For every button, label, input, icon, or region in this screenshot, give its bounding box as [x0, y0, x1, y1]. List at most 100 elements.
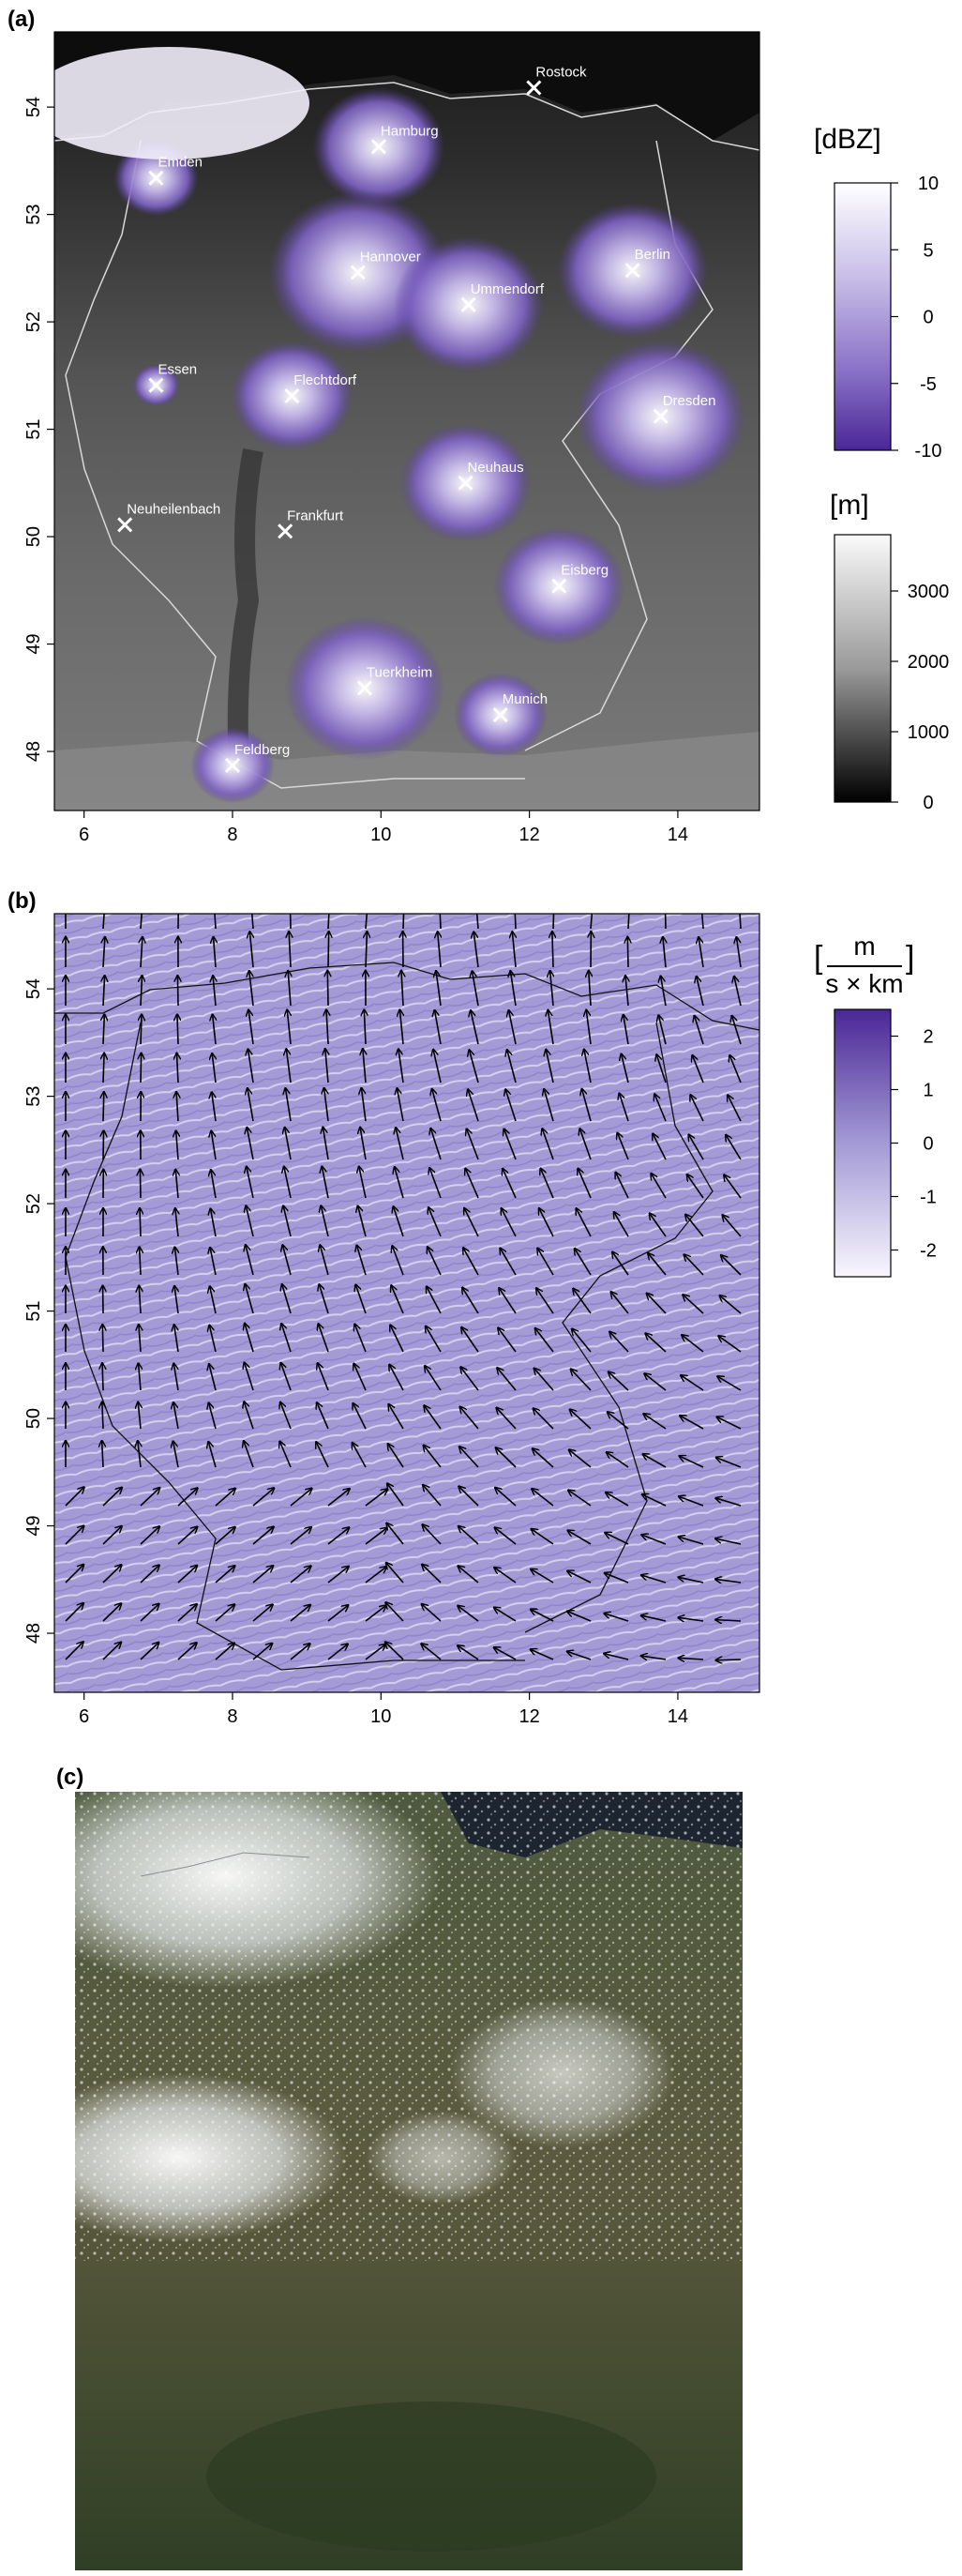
- wind-arrow-icon: [328, 932, 329, 967]
- station-label: Eisberg: [561, 563, 609, 579]
- wind-arrow-icon: [103, 1131, 104, 1159]
- satellite-image: [9, 1764, 743, 2570]
- wind-arrow-icon: [552, 932, 553, 967]
- legend-elevation-title: [m]: [830, 490, 869, 521]
- station-label: Neuheilenbach: [127, 501, 220, 517]
- station-label: Neuhaus: [468, 460, 524, 476]
- panel-a: (a) Rostock Emden Hamburg Hannover Ummendorf…: [0, 0, 962, 882]
- legend-divergence-close-bracket: ]: [906, 940, 914, 976]
- wind-arrow-icon: [103, 1053, 104, 1083]
- wind-arrow-icon: [177, 1015, 178, 1044]
- station-label: Essen: [158, 362, 197, 378]
- panel-a-svg: (a) Rostock Emden Hamburg Hannover Ummendorf…: [0, 0, 962, 882]
- legend-divergence-tick-label: 0: [923, 1134, 933, 1155]
- legend-divergence-denominator: s × km: [825, 969, 903, 998]
- wind-arrow-icon: [102, 1364, 103, 1390]
- panel-b-x-tick-label: 10: [370, 1706, 391, 1727]
- legend-elevation-ticks: 3000 2000 1000 0: [891, 582, 949, 813]
- panel-b-x-tick-label: 6: [79, 1706, 89, 1727]
- panel-b-y-tick-label: 50: [23, 1408, 44, 1429]
- panel-b-y-tick-label: 53: [23, 1085, 44, 1106]
- wind-arrow-icon: [102, 1325, 103, 1352]
- satellite-cloud-center: [366, 2111, 516, 2205]
- wind-arrow-icon: [327, 971, 328, 1006]
- legend-dbz-title: [dBZ]: [814, 124, 881, 155]
- station-label: Ummendorf: [471, 281, 545, 297]
- station-label: Frankfurt: [287, 508, 344, 523]
- panel-b-y-tick-label: 54: [23, 978, 44, 999]
- wind-arrow-icon: [177, 977, 178, 1006]
- panel-b-x-tick-label: 8: [227, 1706, 237, 1727]
- panel-a-y-tick-label: 54: [23, 97, 44, 117]
- panel-b-x-tick-label: 14: [668, 1706, 688, 1727]
- legend-dbz-tick-label: -10: [915, 441, 942, 462]
- panel-b-y-tick-label: 51: [23, 1300, 44, 1321]
- legend-divergence-bar: [834, 1009, 891, 1277]
- wind-arrow-icon: [141, 1015, 142, 1044]
- panel-a-y-tick-label: 51: [23, 418, 44, 439]
- panel-a-y-tick-label: 50: [23, 526, 44, 547]
- panel-a-x-tick-label: 10: [370, 825, 391, 845]
- panel-a-y-tick-label: 53: [23, 204, 44, 224]
- panel-a-x-tick-label: 14: [668, 825, 688, 845]
- panel-a-x-tick-label: 8: [227, 825, 237, 845]
- satellite-cloud-west: [9, 2073, 347, 2242]
- legend-dbz-bar: [834, 183, 891, 450]
- panel-a-label: (a): [8, 7, 35, 32]
- wind-arrow-icon: [716, 1659, 741, 1660]
- station-label: Dresden: [663, 393, 716, 409]
- panel-a-map: Rostock Emden Hamburg Hannover Ummendorf Berl…: [28, 32, 759, 811]
- legend-divergence-tick-label: -2: [920, 1241, 937, 1262]
- panel-a-x-tick-label: 6: [79, 825, 89, 845]
- legend-elevation-tick-label: 0: [923, 793, 933, 813]
- radar-echo-northwest: [28, 47, 309, 159]
- panel-a-y-tick-label: 49: [23, 633, 44, 654]
- wind-arrow-icon: [290, 893, 291, 929]
- station-label: Tuerkheim: [367, 664, 432, 680]
- legend-divergence-tick-label: 1: [923, 1081, 933, 1101]
- legend-elevation-bar: [834, 535, 891, 802]
- station-label: Rostock: [535, 65, 587, 81]
- panel-b-y-tick-label: 48: [23, 1623, 44, 1644]
- station-label: Emden: [158, 155, 203, 171]
- station-label: Hannover: [360, 249, 421, 265]
- panel-a-y-tick-label: 48: [23, 741, 44, 762]
- panel-b-x-tick-label: 12: [519, 1706, 539, 1727]
- legend-dbz-tick-label: 10: [918, 174, 939, 194]
- legend-dbz-tick-label: 0: [923, 308, 933, 328]
- panel-b-label: (b): [8, 888, 37, 914]
- wind-arrow-icon: [140, 1209, 141, 1236]
- legend-elevation-tick-label: 2000: [908, 652, 950, 673]
- station-label: Berlin: [635, 247, 670, 263]
- panel-b-y-tick-label: 49: [23, 1515, 44, 1536]
- panel-c: (c): [0, 1764, 962, 2571]
- panel-a-y-tick-label: 52: [23, 311, 44, 332]
- legend-divergence-numerator: m: [853, 932, 875, 961]
- panel-b-map: [54, 893, 759, 1692]
- wind-arrow-icon: [140, 1170, 141, 1198]
- station-label: Hamburg: [381, 123, 439, 139]
- wind-arrow-icon: [627, 937, 628, 967]
- legend-divergence-open-bracket: [: [814, 940, 823, 976]
- panel-a-x-tick-label: 12: [519, 825, 539, 845]
- legend-divergence-tick-label: 2: [923, 1027, 933, 1048]
- station-label: Feldberg: [234, 742, 290, 758]
- legend-dbz-tick-label: -5: [920, 374, 937, 395]
- wind-arrow-icon: [102, 1402, 103, 1429]
- legend-elevation-tick-label: 1000: [908, 722, 950, 743]
- panel-c-label: (c): [56, 1765, 83, 1790]
- legend-elevation-tick-label: 3000: [908, 582, 950, 602]
- satellite-alps-forest: [206, 2402, 656, 2552]
- wind-arrow-icon: [141, 1053, 142, 1083]
- satellite-cloud-northwest: [9, 1764, 441, 1989]
- legend-dbz-ticks: 10 5 0 -5 -10: [891, 174, 941, 462]
- wind-arrow-icon: [103, 1093, 104, 1121]
- legend-dbz-tick-label: 5: [923, 240, 933, 261]
- station-label: Flechtdorf: [293, 372, 357, 388]
- station-label: Munich: [503, 691, 548, 707]
- panel-c-svg: (c): [0, 1764, 962, 2571]
- divergence-field: [54, 914, 759, 1692]
- legend-divergence-tick-label: -1: [920, 1188, 937, 1208]
